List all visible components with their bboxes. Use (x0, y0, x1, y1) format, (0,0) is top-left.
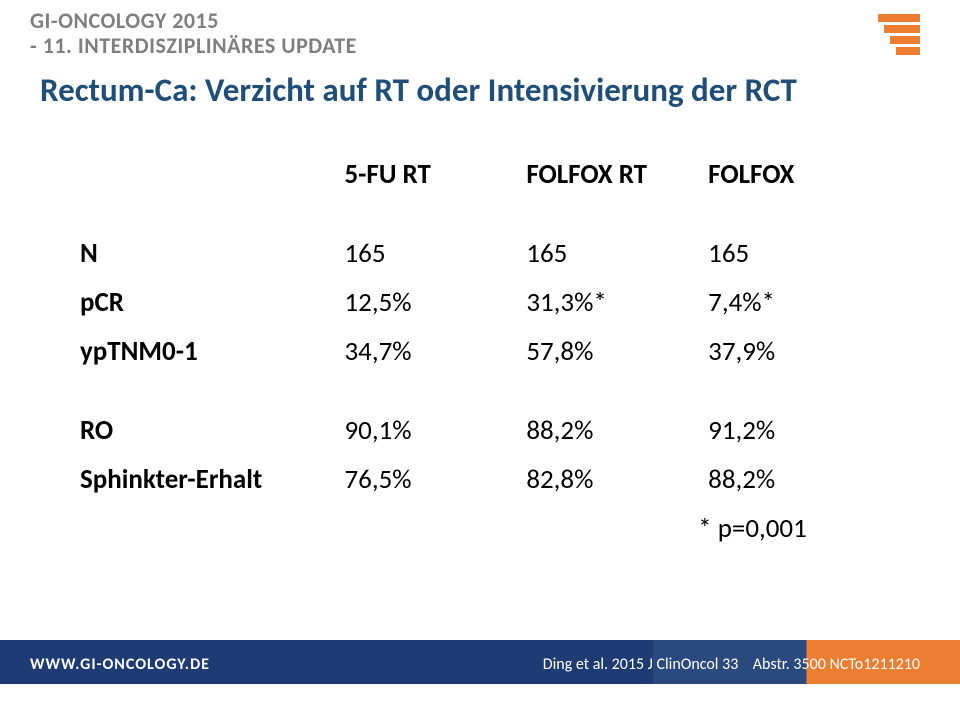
cell: 165 (516, 229, 698, 278)
cell: 165 (698, 229, 880, 278)
footer-url: WWW.GI-ONCOLOGY.DE (30, 655, 210, 674)
cell: 76,5% (334, 455, 516, 504)
row-label: N (70, 229, 334, 278)
cell: 12,5% (334, 278, 516, 327)
row-label: Sphinkter-Erhalt (70, 455, 334, 504)
header-line2: - 11. INTERDISZIPLINÄRES UPDATE (30, 33, 357, 58)
page-title: Rectum-Ca: Verzicht auf RT oder Intensiv… (40, 70, 920, 110)
cell: 90,1% (334, 406, 516, 455)
table-header-row: 5-FU RT FOLFOX RT FOLFOX (70, 150, 880, 199)
slide: GI-ONCOLOGY 2015 - 11. INTERDISZIPLINÄRE… (0, 0, 960, 706)
header: GI-ONCOLOGY 2015 - 11. INTERDISZIPLINÄRE… (30, 8, 930, 59)
cell: 82,8% (516, 455, 698, 504)
table-row: N 165 165 165 (70, 229, 880, 278)
col-header-2: FOLFOX RT (516, 150, 698, 199)
citation-main: Ding et al. 2015 J ClinOncol 33 (543, 655, 739, 674)
cell: 34,7% (334, 327, 516, 376)
table-row: Sphinkter-Erhalt 76,5% 82,8% 88,2% (70, 455, 880, 504)
table-row: ypTNM0-1 34,7% 57,8% 37,9% (70, 327, 880, 376)
footer-citation: Ding et al. 2015 J ClinOncol 33 Abstr. 3… (543, 655, 920, 674)
col-header-3: FOLFOX (698, 150, 880, 199)
logo-icon (878, 14, 920, 55)
header-line1: GI-ONCOLOGY 2015 (30, 8, 357, 33)
cell: 7,4%* (698, 278, 880, 327)
cell: 88,2% (516, 406, 698, 455)
table-row: RO 90,1% 88,2% 91,2% (70, 406, 880, 455)
header-text: GI-ONCOLOGY 2015 - 11. INTERDISZIPLINÄRE… (30, 8, 357, 59)
cell: 37,9% (698, 327, 880, 376)
table-row: pCR 12,5% 31,3%* 7,4%* (70, 278, 880, 327)
cell: 91,2% (698, 406, 880, 455)
table-note-row: * p=0,001 (70, 504, 880, 553)
row-label: ypTNM0-1 (70, 327, 334, 376)
content-table-wrap: 5-FU RT FOLFOX RT FOLFOX N 165 165 165 p… (70, 150, 880, 553)
cell: 165 (334, 229, 516, 278)
col-header-blank (70, 150, 334, 199)
cell: 31,3%* (516, 278, 698, 327)
data-table: 5-FU RT FOLFOX RT FOLFOX N 165 165 165 p… (70, 150, 880, 553)
cell: 88,2% (698, 455, 880, 504)
footnote: * p=0,001 (698, 504, 880, 553)
row-label: RO (70, 406, 334, 455)
row-label: pCR (70, 278, 334, 327)
col-header-1: 5-FU RT (334, 150, 516, 199)
cell: 57,8% (516, 327, 698, 376)
citation-tail: Abstr. 3500 NCTo1211210 (753, 655, 920, 674)
